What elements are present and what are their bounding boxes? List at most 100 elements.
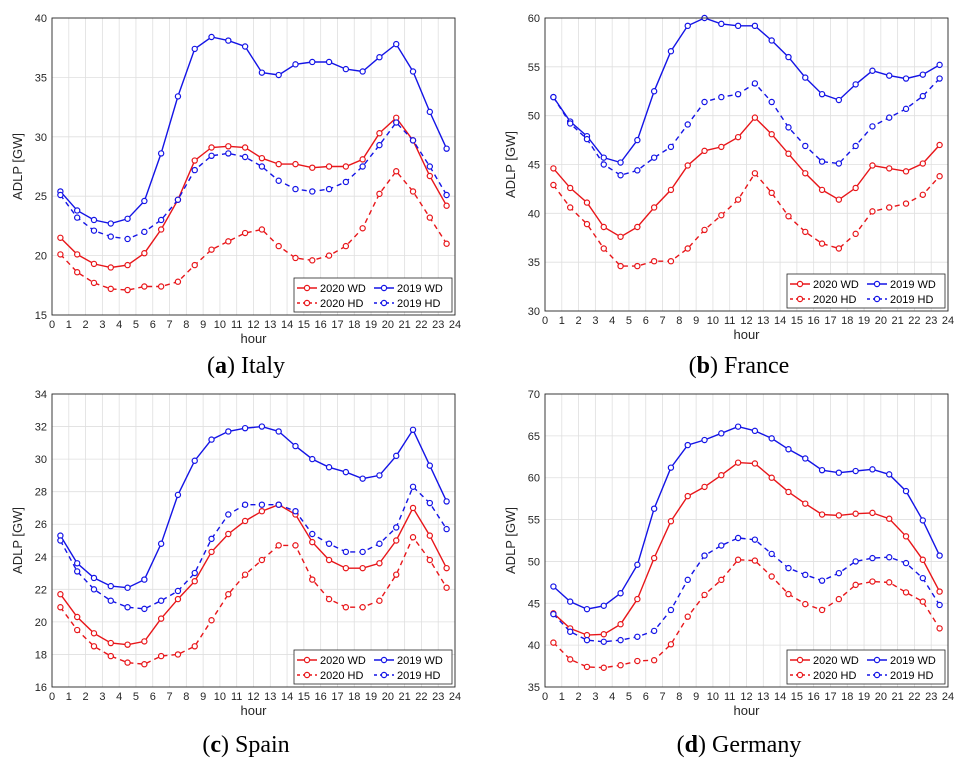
x-tick-label: 7 — [659, 315, 665, 327]
data-point — [342, 548, 350, 556]
series-2019-hd — [550, 75, 943, 179]
x-tick-label: 7 — [659, 691, 665, 703]
caption-letter: b — [697, 353, 710, 379]
data-point — [57, 604, 64, 611]
data-point — [902, 75, 910, 82]
legend-marker — [303, 656, 311, 664]
data-point — [225, 530, 232, 538]
data-point — [617, 172, 624, 179]
x-tick-label: 17 — [331, 691, 343, 703]
data-point — [802, 455, 809, 462]
x-tick-label: 6 — [150, 691, 156, 703]
y-axis-label: ADLP [GW] — [10, 133, 25, 200]
y-tick-label: 40 — [528, 640, 540, 652]
data-point — [325, 58, 333, 66]
data-point — [157, 283, 165, 290]
data-point — [667, 48, 675, 55]
x-tick-label: 14 — [281, 319, 293, 331]
legend-entry: 2019 WD — [397, 655, 443, 667]
legend-entry: 2020 WD — [813, 279, 859, 291]
y-tick-label: 20 — [35, 251, 47, 263]
data-point — [225, 428, 232, 435]
caption-paren-open: ( — [689, 353, 697, 379]
data-point — [785, 53, 792, 61]
data-point — [701, 591, 708, 599]
data-point — [376, 540, 383, 547]
x-tick-label: 16 — [808, 691, 820, 703]
x-tick-label: 6 — [643, 315, 649, 327]
x-tick-label: 19 — [365, 319, 377, 331]
series-line — [552, 172, 941, 267]
data-point — [886, 72, 893, 79]
legend-entry: 2020 HD — [813, 670, 856, 682]
data-point — [718, 20, 725, 28]
x-tick-label: 8 — [676, 691, 682, 703]
data-point — [785, 446, 792, 453]
legend-marker — [873, 295, 881, 303]
data-point — [309, 576, 316, 583]
data-point — [650, 554, 658, 562]
data-point — [174, 595, 182, 603]
data-point — [359, 225, 366, 232]
data-point — [701, 98, 708, 106]
series-line — [59, 485, 448, 610]
data-point — [241, 144, 249, 151]
y-tick-label: 26 — [35, 519, 47, 531]
data-point — [583, 135, 591, 143]
data-point — [751, 80, 759, 87]
data-point — [617, 590, 624, 597]
y-tick-label: 35 — [528, 257, 540, 269]
data-point — [325, 185, 333, 193]
data-point — [886, 114, 893, 121]
data-point — [869, 578, 876, 585]
data-point — [275, 428, 282, 435]
legend-marker — [303, 284, 311, 292]
data-point — [936, 588, 943, 595]
data-point — [409, 188, 417, 195]
data-point — [600, 631, 607, 638]
data-point — [835, 96, 843, 104]
data-point — [208, 246, 215, 253]
data-point — [701, 436, 708, 444]
x-tick-label: 7 — [166, 691, 172, 703]
data-point — [107, 652, 114, 660]
data-point — [359, 163, 366, 170]
series-2019-wd — [57, 33, 450, 227]
data-point — [191, 261, 198, 269]
y-tick-label: 16 — [35, 682, 47, 694]
data-point — [886, 204, 893, 211]
legend: 2020 WD 2019 WD 2020 HD 2019 HD — [293, 649, 453, 685]
data-point — [768, 550, 775, 558]
y-tick-label: 50 — [528, 111, 540, 123]
data-point — [124, 261, 131, 269]
data-point — [141, 576, 148, 583]
x-tick-label: 21 — [399, 691, 411, 703]
data-point — [359, 475, 366, 482]
data-point — [174, 278, 182, 285]
x-tick-label: 3 — [99, 319, 105, 331]
data-point — [634, 657, 641, 665]
data-point — [869, 162, 876, 169]
data-point — [768, 189, 775, 197]
data-point — [718, 472, 725, 479]
data-point — [751, 557, 759, 564]
data-point — [583, 663, 591, 671]
data-point — [191, 457, 198, 464]
legend-box — [293, 649, 453, 685]
data-point — [141, 283, 148, 290]
data-point — [734, 423, 742, 430]
data-point — [818, 577, 826, 584]
data-point — [600, 638, 607, 645]
data-point — [157, 652, 165, 660]
data-point — [342, 468, 350, 476]
chart-panel-italy: 0 1 2 3 4 5 6 7 8 9 10 11 12 13 14 15 16 17 18 19 20 21 22 23 24… — [10, 13, 461, 379]
data-point — [566, 204, 574, 211]
data-point — [309, 58, 316, 66]
legend-box — [786, 649, 946, 685]
chart-panel-spain: 0 1 2 3 4 5 6 7 8 9 10 11 12 13 14 15 16 17 18 19 20 21 22 23 24… — [10, 389, 461, 758]
y-tick-label: 25 — [35, 191, 47, 203]
data-point — [650, 627, 658, 635]
y-tick-label: 55 — [528, 515, 540, 527]
y-tick-label: 40 — [35, 13, 47, 25]
data-point — [258, 556, 266, 564]
